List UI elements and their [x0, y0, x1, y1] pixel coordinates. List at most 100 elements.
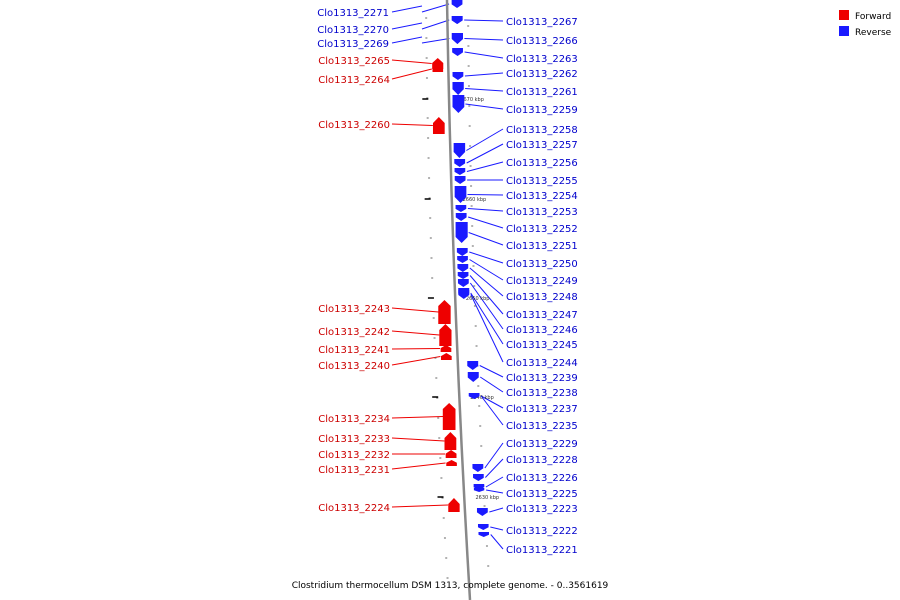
reverse-gene	[457, 264, 469, 272]
reverse-gene	[455, 205, 467, 212]
reverse-gene-label: Clo1313_2270	[317, 25, 389, 36]
reverse-gene-label: Clo1313_2253	[506, 207, 578, 218]
link-lines	[391, 3, 504, 550]
reverse-link-line	[469, 251, 504, 264]
reverse-gene-label: Clo1313_2254	[506, 191, 578, 202]
legend: Forward Reverse	[839, 10, 892, 38]
reverse-link-line	[467, 208, 504, 212]
kbp-tick-label: 2630 kbp	[475, 495, 499, 501]
reverse-gene-label: Clo1313_2221	[506, 545, 578, 556]
reverse-link-line	[464, 51, 504, 59]
reverse-link-line	[484, 442, 504, 469]
reverse-gene	[476, 508, 488, 516]
forward-gene	[448, 498, 460, 512]
reverse-gene	[454, 186, 467, 203]
forward-link-line	[391, 123, 433, 126]
genome-backbone	[445, 0, 472, 600]
reverse-gene-label: Clo1313_2263	[506, 54, 578, 65]
reverse-gene-label: Clo1313_2250	[506, 259, 578, 270]
forward-gene-label: Clo1313_2232	[318, 450, 390, 461]
reverse-gene-label: Clo1313_2256	[506, 158, 578, 169]
reverse-gene	[452, 72, 464, 80]
reverse-gene-label: Clo1313_2258	[506, 125, 578, 136]
reverse-gene	[453, 143, 466, 158]
reverse-link-line	[465, 103, 504, 110]
reverse-gene	[456, 248, 468, 256]
reverse-link-line	[421, 19, 450, 30]
reverse-link-line	[470, 294, 504, 363]
forward-gene-label: Clo1313_2241	[318, 345, 390, 356]
reverse-link-line	[391, 5, 423, 13]
reverse-link-line	[489, 507, 504, 513]
reverse-gene	[478, 532, 489, 537]
gene-labels: Clo1313_2265 Clo1313_2264 Clo1313_2260 Clo1…	[317, 8, 578, 556]
reverse-link-line	[469, 275, 504, 315]
reverse-gene-label: Clo1313_2239	[506, 373, 578, 384]
reverse-link-line	[464, 38, 504, 41]
reverse-gene-label: Clo1313_2222	[506, 526, 578, 537]
forward-link-line	[391, 504, 448, 508]
forward-gene-label: Clo1313_2224	[318, 503, 390, 514]
forward-gene-label: Clo1313_2240	[318, 361, 390, 372]
reverse-gene-label: Clo1313_2226	[506, 473, 578, 484]
reverse-link-line	[421, 3, 450, 13]
forward-gene-label: Clo1313_2260	[318, 120, 390, 131]
reverse-gene	[455, 222, 468, 243]
reverse-gene	[451, 33, 463, 44]
reverse-gene	[468, 393, 480, 399]
reverse-gene-label: Clo1313_2269	[317, 39, 389, 50]
reverse-link-line	[480, 395, 504, 426]
reverse-gene-label: Clo1313_2249	[506, 276, 578, 287]
reverse-link-line	[466, 161, 504, 172]
reverse-gene-label: Clo1313_2237	[506, 404, 578, 415]
reverse-gene	[473, 488, 485, 492]
reverse-gene-label: Clo1313_2252	[506, 224, 578, 235]
forward-link-line	[391, 330, 440, 336]
reverse-gene	[454, 159, 466, 167]
reverse-link-line	[485, 458, 504, 478]
forward-gene	[432, 117, 445, 134]
forward-link-line	[391, 462, 446, 470]
forward-gene-label: Clo1313_2233	[318, 434, 390, 445]
reverse-gene	[457, 279, 469, 287]
gene-features	[432, 0, 489, 537]
reverse-link-line	[421, 38, 450, 44]
reverse-gene-label: Clo1313_2248	[506, 292, 578, 303]
forward-gene	[438, 300, 451, 324]
reverse-gene	[467, 361, 479, 370]
reverse-gene	[458, 290, 470, 299]
reverse-gene-label: Clo1313_2245	[506, 340, 578, 351]
reverse-gene	[452, 95, 465, 113]
reverse-gene	[452, 48, 463, 56]
reverse-gene	[451, 16, 463, 24]
reverse-gene-label: Clo1313_2267	[506, 17, 578, 28]
kbp-tick-label: 2660 kbp	[463, 197, 487, 203]
kbp-tick-label: 2640 kbp	[470, 395, 494, 401]
reverse-gene-label: Clo1313_2251	[506, 241, 578, 252]
reverse-gene-label: Clo1313_2271	[317, 8, 389, 19]
reverse-gene-label: Clo1313_2223	[506, 504, 578, 515]
reverse-gene-label: Clo1313_2247	[506, 310, 578, 321]
reverse-gene	[472, 464, 484, 472]
forward-gene-label: Clo1313_2243	[318, 304, 390, 315]
reverse-link-line	[468, 232, 504, 246]
reverse-link-line	[464, 19, 504, 22]
reverse-link-line	[470, 292, 504, 345]
legend-reverse-swatch	[839, 26, 849, 36]
forward-link-line	[391, 68, 432, 80]
reverse-gene-label: Clo1313_2238	[506, 388, 578, 399]
reverse-link-line	[486, 489, 504, 494]
forward-link-line	[391, 437, 445, 442]
reverse-gene-label: Clo1313_2255	[506, 176, 578, 187]
forward-gene	[442, 403, 456, 430]
forward-gene	[444, 432, 457, 450]
reverse-gene-label: Clo1313_2228	[506, 455, 578, 466]
reverse-gene-label: Clo1313_2262	[506, 69, 578, 80]
reverse-gene	[452, 82, 464, 95]
reverse-link-line	[479, 376, 504, 393]
forward-gene-label: Clo1313_2264	[318, 75, 390, 86]
forward-gene-label: Clo1313_2231	[318, 465, 390, 476]
forward-gene	[440, 353, 452, 360]
reverse-gene	[457, 256, 468, 263]
